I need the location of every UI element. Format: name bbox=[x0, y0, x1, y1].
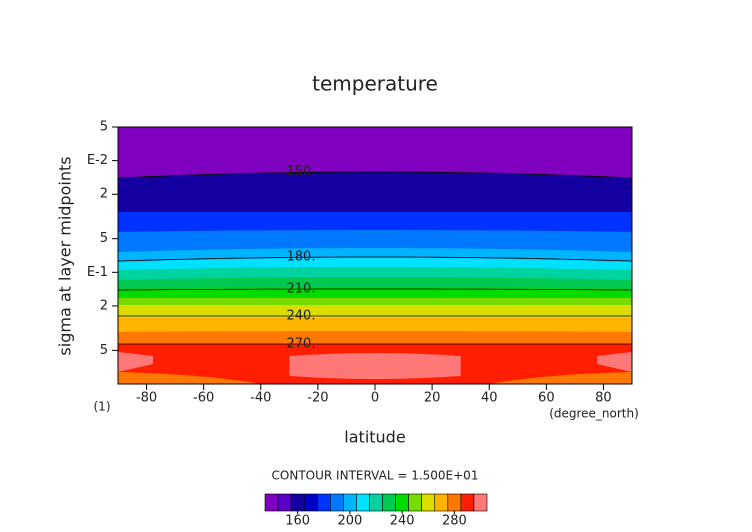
colorbar-box bbox=[447, 493, 462, 512]
colorbar-box bbox=[343, 493, 357, 512]
colorbar-box bbox=[421, 493, 436, 512]
colorbar-box bbox=[369, 493, 383, 512]
contour-band bbox=[289, 353, 461, 379]
colorbar-tick-label: 200 bbox=[337, 514, 362, 529]
contour-line bbox=[117, 288, 633, 291]
colorbar-box bbox=[382, 493, 396, 512]
contour-band bbox=[597, 352, 632, 372]
contour-label: 150. bbox=[287, 165, 316, 180]
y-tick-label: 2 bbox=[100, 298, 108, 313]
x-tick-label: 80 bbox=[595, 391, 612, 406]
x-tick-label: -40 bbox=[250, 391, 271, 406]
x-tick-label: 40 bbox=[481, 391, 498, 406]
y-tick-label: 5 bbox=[100, 343, 108, 358]
colorbar-box bbox=[408, 493, 423, 512]
colorbar-box bbox=[290, 493, 305, 512]
colorbar-box bbox=[356, 493, 370, 512]
x-tick-label: 20 bbox=[424, 391, 441, 406]
colorbar-box bbox=[316, 493, 331, 512]
contour-line bbox=[117, 171, 633, 179]
corner-label: (1) bbox=[94, 400, 111, 414]
colorbar-tick-label: 240 bbox=[390, 514, 415, 529]
x-unit: (degree_north) bbox=[549, 407, 639, 421]
y-tick-label: 2 bbox=[100, 187, 108, 202]
colorbar-box bbox=[460, 493, 475, 512]
contour-interval: CONTOUR INTERVAL = 1.500E+01 bbox=[272, 469, 479, 483]
y-axis-label: sigma at layer midpoints bbox=[56, 156, 75, 355]
colorbar-box bbox=[329, 493, 344, 512]
x-tick-label: 0 bbox=[371, 391, 379, 406]
contour-label: 240. bbox=[287, 309, 316, 324]
x-tick-label: -80 bbox=[136, 391, 157, 406]
y-tick-label: E-1 bbox=[87, 265, 108, 280]
y-tick-label: E-2 bbox=[87, 153, 108, 168]
contour-label: 270. bbox=[287, 337, 316, 352]
colorbar-box bbox=[395, 493, 409, 512]
colorbar-box bbox=[434, 493, 449, 512]
colorbar-box bbox=[264, 493, 279, 512]
x-tick-label: -20 bbox=[307, 391, 328, 406]
x-tick-label: -60 bbox=[193, 391, 214, 406]
contour-line bbox=[117, 256, 633, 262]
y-tick-label: 5 bbox=[100, 231, 108, 246]
contour-band bbox=[118, 352, 153, 372]
y-tick-label: 5 bbox=[100, 120, 108, 135]
colorbar-box bbox=[303, 493, 318, 512]
contour-label: 210. bbox=[287, 282, 316, 297]
contour-band bbox=[489, 372, 632, 384]
contour-band bbox=[118, 372, 261, 384]
x-axis-label: latitude bbox=[344, 428, 405, 447]
colorbar-box bbox=[473, 493, 488, 512]
contour-label: 180. bbox=[287, 250, 316, 265]
colorbar-tick-label: 280 bbox=[442, 514, 467, 529]
colorbar-tick-label: 160 bbox=[285, 514, 310, 529]
chart-title: temperature bbox=[312, 72, 438, 96]
x-tick-label: 60 bbox=[538, 391, 555, 406]
colorbar-box bbox=[277, 493, 292, 512]
